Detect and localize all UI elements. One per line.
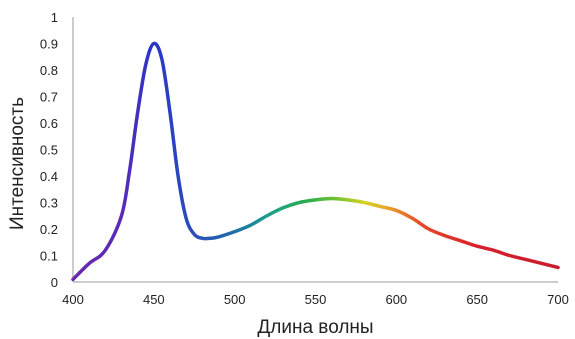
- x-tick-label: 600: [385, 292, 407, 307]
- x-tick-label: 550: [305, 292, 327, 307]
- y-tick-label: 0: [51, 275, 58, 290]
- y-tick-label: 0.7: [40, 90, 58, 105]
- intensity-series-line: [71, 41, 560, 282]
- y-tick-label: 0.6: [40, 116, 58, 131]
- x-axis-label: Длина волны: [257, 317, 373, 338]
- x-tick-label: 450: [143, 292, 165, 307]
- x-tick-label: 700: [547, 292, 569, 307]
- x-tick-label: 400: [62, 292, 84, 307]
- y-tick-label: 0.8: [40, 63, 58, 78]
- y-tick-label: 0.9: [40, 37, 58, 52]
- x-tick-label: 500: [224, 292, 246, 307]
- y-axis-label: Интенсивность: [7, 97, 28, 230]
- y-tick-label: 0.3: [40, 196, 58, 211]
- x-tick-label: 650: [466, 292, 488, 307]
- y-tick-label: 0.4: [40, 169, 58, 184]
- y-tick-label: 0.2: [40, 222, 58, 237]
- y-tick-label: 0.5: [40, 143, 58, 158]
- y-tick-label: 0.1: [40, 249, 58, 264]
- x-tick-labels: 400 450 500 550 600 650 700: [62, 292, 569, 307]
- y-tick-labels: 0 0.1 0.2 0.3 0.4 0.5 0.6 0.7 0.8 0.9 1: [40, 10, 58, 290]
- y-tick-label: 1: [51, 10, 58, 25]
